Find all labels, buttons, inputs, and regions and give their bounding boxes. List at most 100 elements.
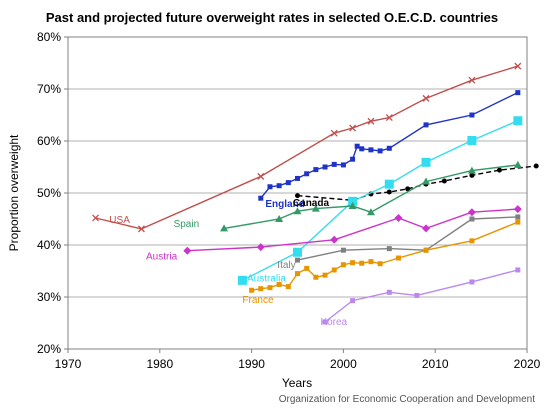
france-label: France [242,295,274,306]
france-point [331,267,337,273]
italy-label: Italy [277,260,295,271]
usa-point [514,62,522,70]
australia-point [513,116,523,126]
austria-point [183,246,192,255]
korea-label: Korea [320,317,347,328]
australia-point [467,135,477,145]
france-point [395,255,401,261]
england-point [368,147,374,153]
x-tick-label: 2020 [514,357,541,371]
grid [68,88,527,298]
canada-point [469,172,475,178]
france-point [350,260,356,266]
usa-label: USA [109,215,130,226]
austria-label: Austria [146,252,178,263]
usa-point [349,124,357,132]
italy-point [386,246,392,252]
series-layer [92,62,539,325]
usa-line [95,65,519,230]
england-point [386,145,392,151]
france-point [377,261,383,267]
korea-point [386,289,392,295]
y-tick-label: 80% [37,30,61,44]
england-point [359,146,365,152]
england-point [469,112,475,118]
spain-series [220,160,522,232]
england-point [276,183,282,189]
spain-point [311,204,320,212]
france-point [469,238,475,244]
austria-point [422,224,431,233]
canada-point [533,163,539,169]
england-point [377,148,383,154]
korea-point [469,279,475,285]
australia-point [421,157,431,167]
usa-point [385,114,393,122]
france-point [249,287,255,293]
england-series [258,90,521,201]
france-point [304,265,310,271]
australia-series [237,116,523,285]
x-tick-label: 1970 [55,357,82,371]
france-point [295,271,300,277]
italy-point [340,247,346,253]
usa-series [92,62,522,233]
england-point [350,156,356,162]
spain-point [467,166,476,174]
x-tick-label: 2010 [422,357,449,371]
korea-line [324,269,518,323]
austria-point [330,235,339,244]
korea-point [322,319,328,325]
y-tick-label: 20% [37,342,61,356]
spain-point [348,202,357,209]
canada-point [441,178,447,184]
y-tick-label: 60% [37,134,61,148]
england-point [423,122,429,128]
england-point [322,164,328,170]
spain-point [293,207,302,215]
usa-point [92,214,99,222]
italy-point [295,257,300,263]
usa-point [367,117,375,125]
italy-point [469,216,475,222]
england-point [267,184,273,190]
france-point [276,282,282,288]
austria-line [187,208,518,252]
australia-point [348,196,358,206]
england-point [295,175,300,181]
x-tick-label: 1980 [146,357,173,371]
y-tick-label: 30% [37,290,61,304]
chart-title: Past and projected future overweight rat… [46,10,498,25]
england-point [354,143,360,149]
england-point [313,167,319,173]
france-point [285,284,291,290]
korea-series [322,267,521,325]
england-point [258,195,264,201]
canada-point [386,189,392,195]
usa-point [468,76,476,84]
usa-point [257,172,265,180]
axis-ticks: 20% 30% 40% 50% 60% 70% 80% 1970 1980 1990 2000 201… [37,30,541,371]
x-axis-title: Years [282,376,312,390]
england-point [285,180,291,186]
y-tick-label: 50% [37,186,61,200]
korea-point [515,267,521,273]
y-tick-label: 40% [37,238,61,252]
france-point [359,260,365,266]
italy-line [297,216,518,261]
austria-series [183,205,522,255]
y-tick-label: 70% [37,82,61,96]
canada-point [295,193,300,199]
usa-point [137,225,145,233]
spain-point [513,160,522,168]
england-label: England [265,199,304,210]
italy-point [515,214,521,220]
france-series [249,219,521,293]
y-axis-title: Proportion overweight [7,134,21,251]
canada-series [295,163,539,203]
france-point [313,274,319,280]
france-point [515,219,521,225]
korea-point [414,292,420,298]
